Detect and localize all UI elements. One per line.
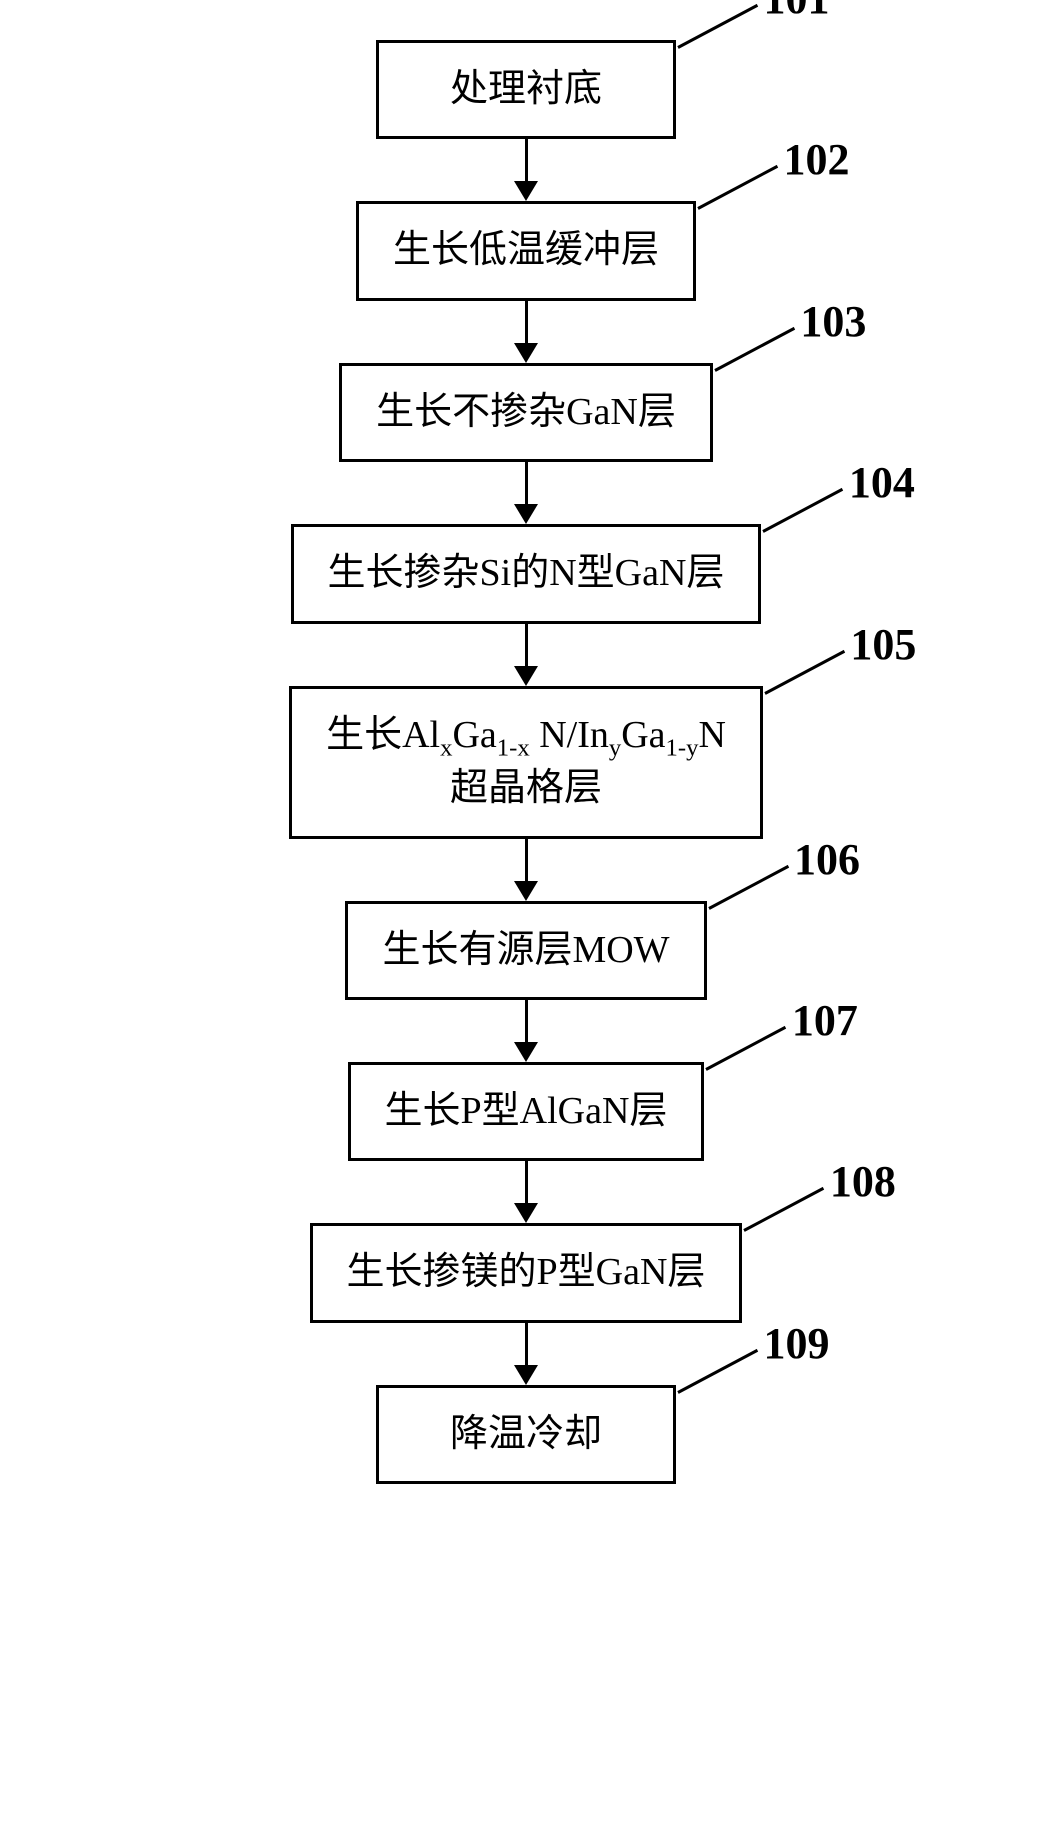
step-label-102: 102 <box>783 134 849 185</box>
arrow-103-to-104 <box>126 462 926 524</box>
step-label-107: 107 <box>792 995 858 1046</box>
arrow-104-to-105 <box>126 624 926 686</box>
arrow-shaft <box>525 462 528 506</box>
step-row-109: 降温冷却 <box>126 1385 926 1484</box>
arrow-head-icon <box>514 1042 538 1062</box>
step-box-106: 生长有源层MOW <box>345 901 706 1000</box>
arrow-107-to-108 <box>126 1161 926 1223</box>
step-row-107: 生长P型AlGaN层 <box>126 1062 926 1161</box>
step-label-109: 109 <box>763 1318 829 1369</box>
step-row-103: 生长不掺杂GaN层 <box>126 363 926 462</box>
step-box-109: 降温冷却 <box>376 1385 676 1484</box>
arrow-shaft <box>525 1161 528 1205</box>
step-row-104: 生长掺杂Si的N型GaN层 <box>126 524 926 623</box>
step-box-101: 处理衬底 <box>376 40 676 139</box>
step-label-105: 105 <box>850 619 916 670</box>
arrow-shaft <box>525 1323 528 1367</box>
arrow-shaft <box>525 1000 528 1044</box>
step-row-102: 生长低温缓冲层 <box>126 201 926 300</box>
arrow-shaft <box>525 624 528 668</box>
arrow-shaft <box>525 139 528 183</box>
step-box-105: 生长AlxGa1-x N/InyGa1-yN超晶格层 <box>289 686 763 839</box>
arrow-shaft <box>525 839 528 883</box>
step-box-103: 生长不掺杂GaN层 <box>339 363 713 462</box>
arrow-head-icon <box>514 343 538 363</box>
step-box-102: 生长低温缓冲层 <box>356 201 696 300</box>
step-box-107: 生长P型AlGaN层 <box>348 1062 705 1161</box>
step-label-104: 104 <box>849 457 915 508</box>
step-label-106: 106 <box>794 834 860 885</box>
step-row-101: 处理衬底 <box>126 40 926 139</box>
step-box-104: 生长掺杂Si的N型GaN层 <box>291 524 762 623</box>
step-row-108: 生长掺镁的P型GaN层 <box>126 1223 926 1322</box>
arrow-head-icon <box>514 504 538 524</box>
step-label-103: 103 <box>800 296 866 347</box>
arrow-shaft <box>525 301 528 345</box>
arrow-head-icon <box>514 881 538 901</box>
arrow-head-icon <box>514 1365 538 1385</box>
arrow-head-icon <box>514 1203 538 1223</box>
step-label-101: 101 <box>763 0 829 24</box>
arrow-head-icon <box>514 666 538 686</box>
step-box-108: 生长掺镁的P型GaN层 <box>310 1223 743 1322</box>
step-row-106: 生长有源层MOW <box>126 901 926 1000</box>
step-label-108: 108 <box>830 1156 896 1207</box>
arrow-head-icon <box>514 181 538 201</box>
flowchart-container: 处理衬底生长低温缓冲层生长不掺杂GaN层生长掺杂Si的N型GaN层生长AlxGa… <box>126 40 926 1484</box>
step-row-105: 生长AlxGa1-x N/InyGa1-yN超晶格层 <box>126 686 926 839</box>
